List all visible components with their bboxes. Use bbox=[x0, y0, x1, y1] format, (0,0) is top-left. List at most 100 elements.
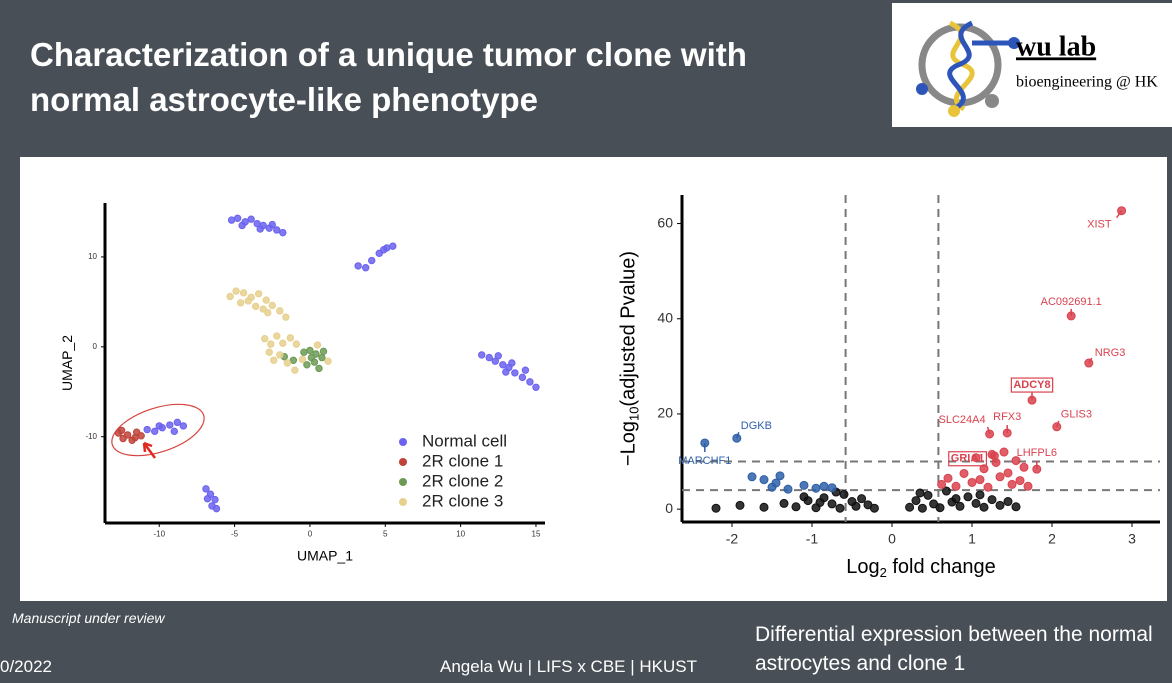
y-tick-label: 0 bbox=[93, 342, 98, 351]
data-point bbox=[307, 353, 316, 362]
data-point bbox=[268, 220, 276, 229]
data-point bbox=[173, 418, 182, 427]
data-point bbox=[238, 221, 246, 230]
data-point bbox=[1003, 497, 1013, 507]
x-tick-label: -5 bbox=[231, 529, 239, 538]
logo-name: wu lab bbox=[1016, 31, 1096, 62]
data-point bbox=[835, 503, 845, 513]
y-tick-label: 10 bbox=[88, 252, 97, 261]
data-point bbox=[983, 482, 993, 492]
axis-title-part: (adjusted Pvalue) bbox=[618, 251, 640, 407]
data-point bbox=[759, 475, 769, 485]
logo: wu lab bioengineering @ HK bbox=[892, 3, 1172, 127]
data-point bbox=[791, 502, 801, 512]
data-point bbox=[368, 256, 376, 265]
data-point bbox=[779, 498, 789, 508]
data-point bbox=[1011, 502, 1021, 512]
legend-swatch bbox=[399, 498, 407, 506]
data-point bbox=[268, 301, 276, 310]
data-point bbox=[975, 475, 985, 485]
data-point bbox=[502, 368, 510, 376]
x-tick-label: -1 bbox=[806, 530, 819, 546]
data-point bbox=[117, 426, 126, 435]
axis-title: UMAP_2 bbox=[59, 335, 75, 391]
data-point bbox=[995, 500, 1005, 510]
slide-title: Characterization of a unique tumor clone… bbox=[30, 36, 747, 118]
gene-label: AC092691.1 bbox=[1041, 296, 1102, 308]
data-point bbox=[212, 504, 221, 513]
data-point bbox=[857, 494, 867, 504]
y-tick-label: 40 bbox=[657, 309, 673, 325]
y-tick-label: -10 bbox=[85, 432, 97, 441]
data-point bbox=[1019, 462, 1029, 472]
data-point bbox=[179, 422, 188, 430]
data-point bbox=[279, 339, 287, 347]
data-point bbox=[951, 494, 961, 504]
y-tick-label: 0 bbox=[665, 500, 673, 516]
data-point bbox=[967, 477, 977, 487]
data-point bbox=[265, 348, 273, 356]
x-tick-label: 10 bbox=[456, 529, 465, 538]
panel-background bbox=[20, 157, 1167, 601]
data-point bbox=[291, 366, 299, 374]
gene-label: LHFPL6 bbox=[1017, 447, 1057, 459]
axis-title: −Log10(adjusted Pvalue) bbox=[618, 251, 642, 466]
data-point bbox=[799, 480, 809, 490]
data-point bbox=[239, 289, 248, 297]
data-point bbox=[123, 431, 132, 439]
data-point bbox=[361, 264, 370, 272]
axis-title-part: Log bbox=[846, 556, 879, 578]
data-point bbox=[869, 503, 879, 513]
data-point bbox=[923, 490, 933, 500]
data-point bbox=[298, 355, 307, 364]
data-point bbox=[955, 501, 965, 511]
x-tick-label: 1 bbox=[968, 530, 976, 546]
logo-tagline: bioengineering @ HK bbox=[1016, 74, 1158, 91]
label-leader bbox=[1056, 420, 1060, 428]
gene-label: ADCY8 bbox=[1013, 379, 1050, 391]
data-point bbox=[202, 485, 210, 493]
label-leader bbox=[1088, 357, 1093, 364]
gene-label: XIST bbox=[1087, 219, 1112, 231]
data-point bbox=[303, 361, 311, 369]
gene-label: GRIA1 bbox=[951, 453, 985, 465]
data-point bbox=[775, 471, 785, 481]
data-point bbox=[827, 483, 837, 493]
gene-label: DGKB bbox=[741, 420, 772, 432]
data-point bbox=[232, 287, 240, 295]
data-point bbox=[1003, 468, 1013, 478]
data-point bbox=[929, 499, 939, 509]
data-point bbox=[306, 346, 314, 355]
gene-label-box bbox=[1010, 377, 1054, 393]
label-leader bbox=[989, 455, 995, 459]
data-point bbox=[839, 489, 849, 499]
axis-title-subscript: 2 bbox=[880, 565, 887, 580]
x-tick-label: -2 bbox=[726, 530, 739, 546]
data-point bbox=[959, 468, 969, 478]
data-point bbox=[211, 495, 219, 504]
caption: Differential expression between the norm… bbox=[755, 623, 1153, 675]
data-point bbox=[1015, 476, 1025, 486]
data-point bbox=[917, 503, 927, 513]
data-point bbox=[1023, 481, 1033, 491]
data-point bbox=[300, 348, 308, 356]
data-point bbox=[318, 353, 326, 362]
data-point bbox=[1011, 456, 1021, 466]
data-point bbox=[137, 432, 145, 440]
note: Manuscript under review bbox=[12, 610, 165, 626]
data-point bbox=[276, 351, 284, 359]
gene-label: NRG3 bbox=[1095, 347, 1126, 359]
legend-label: 2R clone 1 bbox=[422, 451, 503, 470]
data-point bbox=[851, 501, 861, 511]
data-point bbox=[963, 492, 973, 502]
legend-swatch bbox=[399, 458, 407, 466]
gene-label: GLIS3 bbox=[1061, 409, 1092, 421]
data-point bbox=[951, 481, 961, 491]
legend-label: 2R clone 2 bbox=[422, 471, 503, 490]
data-point bbox=[532, 383, 540, 391]
data-point bbox=[511, 369, 519, 377]
gene-label: RFX3 bbox=[993, 411, 1021, 423]
data-point bbox=[389, 242, 397, 250]
data-point bbox=[971, 453, 981, 463]
data-point bbox=[289, 356, 298, 365]
